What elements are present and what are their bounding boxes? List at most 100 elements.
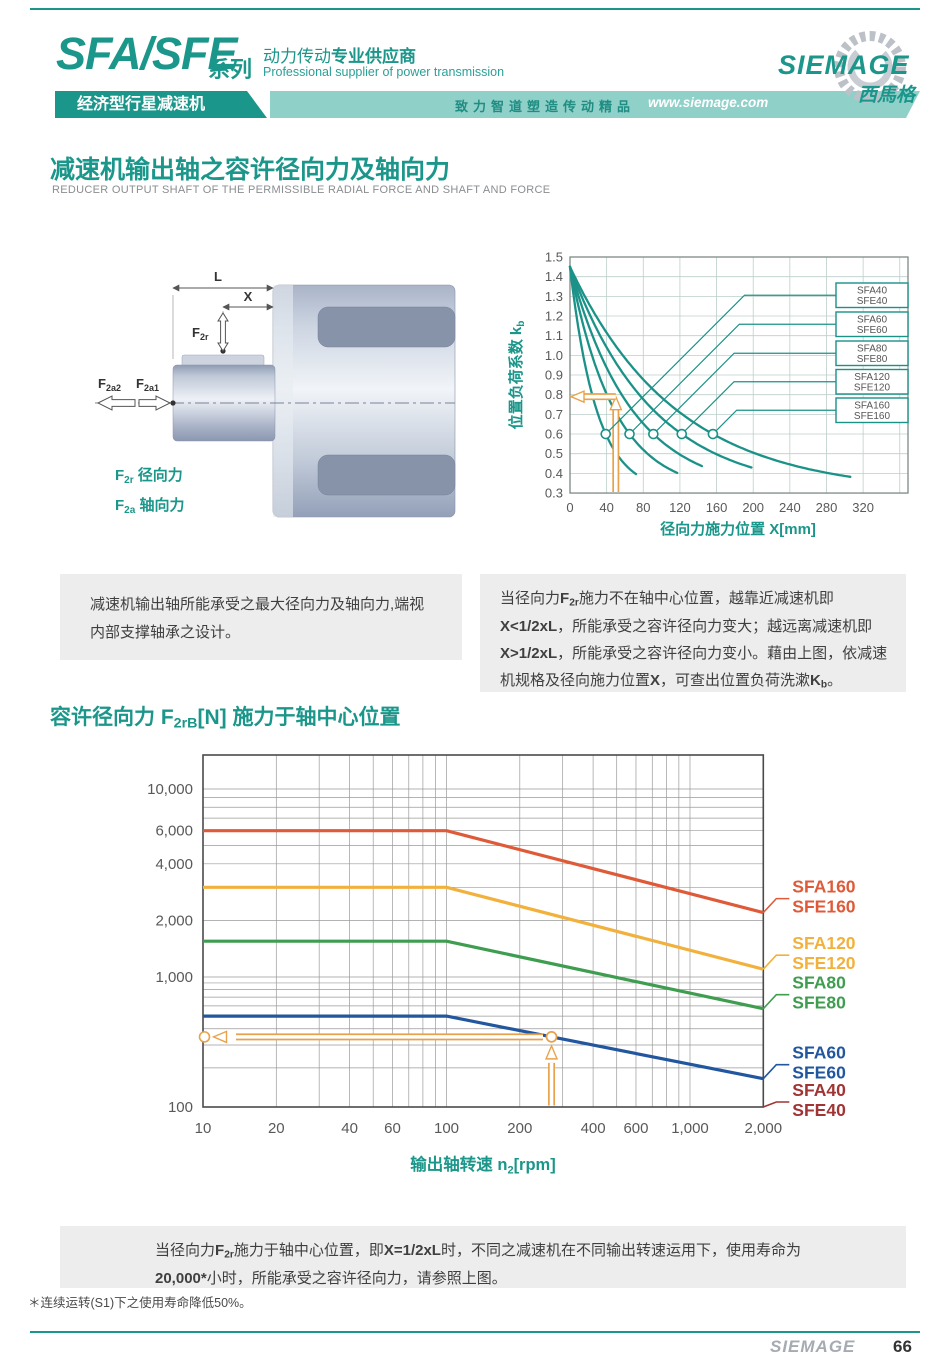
footer-brand: SIEMAGE (770, 1337, 856, 1356)
svg-text:输出轴转速 n2[rpm]: 输出轴转速 n2[rpm] (410, 1154, 555, 1177)
svg-text:10: 10 (195, 1120, 212, 1137)
svg-text:80: 80 (636, 500, 650, 515)
axial-force1-label: F2a1 (136, 376, 159, 393)
svg-text:120: 120 (669, 500, 691, 515)
svg-text:20: 20 (268, 1120, 285, 1137)
svg-text:SFE60: SFE60 (792, 1063, 846, 1083)
svg-text:0.4: 0.4 (545, 466, 563, 481)
svg-text:SFA160: SFA160 (792, 877, 855, 897)
banner-slogan: 致力智道塑造传动精品 (455, 99, 636, 114)
series-title: SFA/SFE (56, 28, 238, 79)
svg-text:SFE80: SFE80 (857, 354, 888, 365)
svg-text:SFA120: SFA120 (792, 933, 855, 953)
top-rule (30, 8, 920, 10)
svg-text:SFE120: SFE120 (792, 953, 855, 973)
svg-text:SFA60: SFA60 (857, 315, 887, 326)
svg-text:160: 160 (706, 500, 728, 515)
flange-bore-top (317, 306, 456, 348)
svg-text:600: 600 (623, 1120, 648, 1137)
svg-text:1.5: 1.5 (545, 250, 563, 265)
flange-bore-bottom (317, 454, 456, 496)
logo-cn-text: 西馬格 (858, 85, 916, 106)
svg-text:SFE160: SFE160 (792, 897, 855, 917)
svg-text:径向力施力位置 X[mm]: 径向力施力位置 X[mm] (660, 520, 816, 538)
svg-text:SFA80: SFA80 (857, 344, 887, 355)
svg-text:SFA40: SFA40 (792, 1080, 846, 1100)
svg-text:280: 280 (816, 500, 838, 515)
svg-text:320: 320 (852, 500, 874, 515)
dimension-L-label: L (214, 269, 222, 284)
svg-text:60: 60 (384, 1120, 401, 1137)
permissible-radial-force-chart: SFA160SFE160SFA120SFE120SFA80SFE80SFA60S… (147, 754, 856, 1177)
svg-text:10,000: 10,000 (147, 781, 193, 798)
svg-text:100: 100 (168, 1099, 193, 1116)
gear-logo-icon (834, 31, 906, 103)
banner-strip (270, 91, 920, 118)
section1-subtitle: REDUCER OUTPUT SHAFT OF THE PERMISSIBLE … (52, 184, 551, 196)
svg-text:0.8: 0.8 (545, 387, 563, 402)
note-right: 当径向力F2r施力不在轴中心位置，越靠近减速机即X<1/2xL，所能承受之容许径… (480, 574, 906, 692)
svg-text:0.7: 0.7 (545, 407, 563, 422)
tagline-zh-bold: 专业供应商 (331, 47, 416, 66)
logo-text: SIEMAGE (778, 50, 910, 80)
svg-text:1,000: 1,000 (155, 969, 193, 986)
axial-force2-label: F2a2 (98, 376, 121, 393)
svg-text:SFE160: SFE160 (854, 411, 891, 422)
svg-text:SFA60: SFA60 (792, 1043, 846, 1063)
tagline-en: Professional supplier of power transmiss… (263, 65, 505, 79)
svg-text:400: 400 (581, 1120, 606, 1137)
diagram-legend-axial: F2a 轴向力 (115, 496, 184, 516)
radial-force-arrow (217, 312, 229, 352)
svg-text:SFE120: SFE120 (854, 383, 891, 394)
svg-text:SFA120: SFA120 (854, 372, 890, 383)
diagram-legend-radial: F2r 径向力 (115, 466, 183, 486)
note-left: 减速机输出轴所能承受之最大径向力及轴向力,端视内部支撑轴承之设计。 (60, 574, 462, 660)
banner-product-line: 经济型行星减速机 (55, 91, 267, 118)
svg-text:40: 40 (599, 500, 613, 515)
svg-text:1.2: 1.2 (545, 309, 563, 324)
svg-text:1.0: 1.0 (545, 348, 563, 363)
svg-text:200: 200 (507, 1120, 532, 1137)
section2-title: 容许径向力 F2rB[N] 施力于轴中心位置 (50, 706, 401, 732)
note-bottom: 当径向力F2r施力于轴中心位置，即X=1/2xL时，不同之减速机在不同输出转速运… (60, 1226, 906, 1288)
svg-text:0.3: 0.3 (545, 486, 563, 501)
svg-text:6,000: 6,000 (155, 823, 193, 840)
section1-title: 减速机输出轴之容许径向力及轴向力 (50, 156, 451, 184)
position-load-factor-chart: SFA40SFE40SFA60SFE60SFA80SFE80SFA120SFE1… (507, 250, 909, 538)
tagline-zh: 动力传动专业供应商 (263, 42, 416, 67)
svg-text:1,000: 1,000 (671, 1120, 709, 1137)
footer-page-number: 66 (893, 1337, 912, 1356)
svg-text:SFA160: SFA160 (854, 401, 890, 412)
svg-text:0: 0 (566, 500, 573, 515)
svg-text:SFA40: SFA40 (857, 286, 887, 297)
shaft-diagram: L X F2r F2a2 F2a1 F2r 径向力 F2a 轴向力 (95, 269, 456, 518)
series-suffix: 系列 (208, 57, 253, 82)
banner-url[interactable]: www.siemage.com (648, 95, 769, 110)
radial-force-label: F2r (192, 325, 209, 342)
svg-text:4,000: 4,000 (155, 856, 193, 873)
svg-text:1.1: 1.1 (545, 328, 563, 343)
footer-rule (30, 1331, 920, 1333)
svg-text:100: 100 (434, 1120, 459, 1137)
svg-text:200: 200 (742, 500, 764, 515)
tagline-zh-regular: 动力传动 (263, 47, 331, 66)
svg-text:1.3: 1.3 (545, 289, 563, 304)
svg-text:SFE40: SFE40 (857, 296, 888, 307)
svg-text:1.4: 1.4 (545, 269, 563, 284)
svg-text:SFA80: SFA80 (792, 973, 846, 993)
dimension-X-label: X (244, 289, 253, 304)
svg-text:240: 240 (779, 500, 801, 515)
svg-text:0.9: 0.9 (545, 368, 563, 383)
axial-force-arrow-right (138, 395, 172, 411)
svg-text:2,000: 2,000 (155, 912, 193, 929)
svg-text:SFE60: SFE60 (857, 325, 888, 336)
svg-text:0.5: 0.5 (545, 446, 563, 461)
svg-text:2,000: 2,000 (745, 1120, 783, 1137)
svg-text:位置负荷系数 kb: 位置负荷系数 kb (507, 321, 527, 430)
axial-force-arrow-left (96, 395, 136, 411)
svg-text:SFE40: SFE40 (792, 1100, 846, 1120)
svg-text:40: 40 (341, 1120, 358, 1137)
svg-text:SFE80: SFE80 (792, 993, 846, 1013)
svg-text:0.6: 0.6 (545, 427, 563, 442)
